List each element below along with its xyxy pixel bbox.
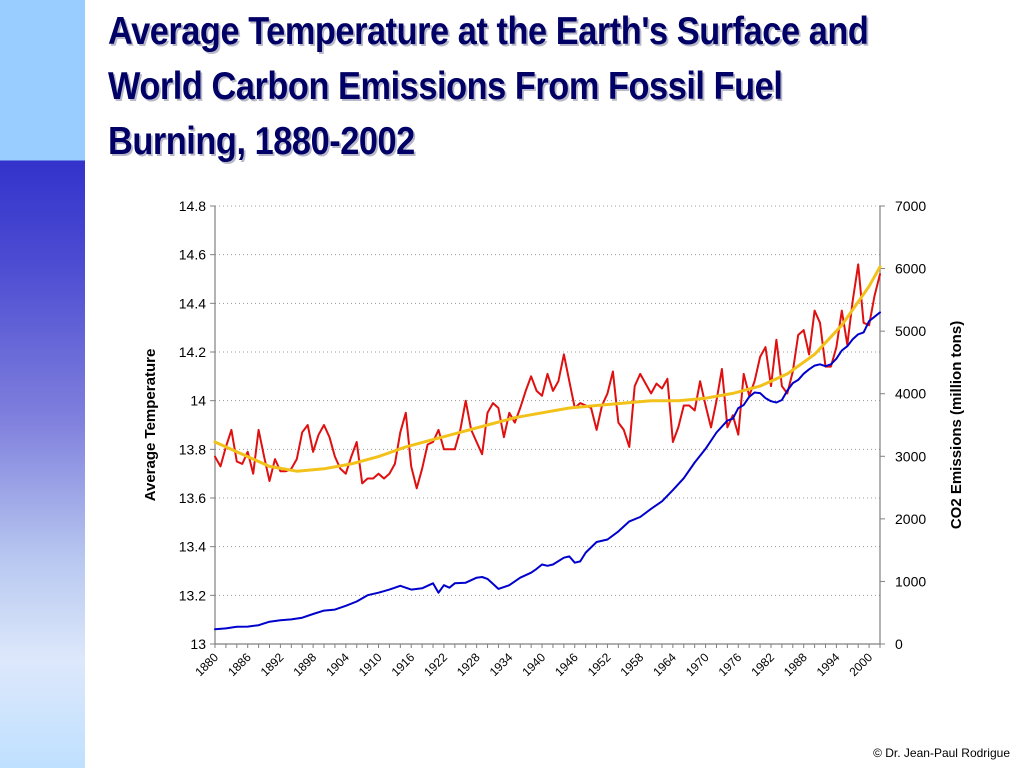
temperature-line bbox=[214, 263, 881, 490]
x-tick-label: 1904 bbox=[323, 650, 352, 679]
y2-axis-label: CO2 Emissions (million tons) bbox=[948, 321, 965, 529]
x-tick-label: 1940 bbox=[519, 650, 548, 679]
x-tick-label: 1934 bbox=[487, 650, 516, 679]
copyright-notice: © Dr. Jean-Paul Rodrigue bbox=[873, 746, 1010, 760]
y2-tick-label: 2000 bbox=[895, 511, 926, 527]
y2-tick-label: 5000 bbox=[895, 323, 926, 339]
y-axis-label: Average Temperature bbox=[142, 349, 159, 502]
x-tick-label: 1892 bbox=[258, 650, 287, 679]
y2-tick-label: 6000 bbox=[895, 261, 926, 277]
y2-tick-label: 0 bbox=[895, 636, 903, 652]
x-tick-label: 1910 bbox=[356, 650, 385, 679]
x-tick-label: 1886 bbox=[225, 650, 254, 679]
plot-series bbox=[213, 263, 882, 631]
y-tick-label: 14.6 bbox=[179, 247, 206, 263]
y2-tick-label: 3000 bbox=[895, 448, 926, 464]
x-tick-label: 1952 bbox=[585, 650, 614, 679]
y2-tick-label: 7000 bbox=[895, 198, 926, 214]
y-tick-label: 14.8 bbox=[179, 198, 206, 214]
axes: 13 13.2 13.4 13.6 13.8 14 14.2 14.4 14.6 14.8 0 100… bbox=[179, 198, 927, 679]
x-tick-label: 1922 bbox=[421, 650, 450, 679]
y2-tick-label: 1000 bbox=[895, 573, 926, 589]
x-tick-label: 1988 bbox=[781, 650, 810, 679]
x-tick-label: 1880 bbox=[192, 650, 221, 679]
y-tick-label: 13.4 bbox=[179, 539, 206, 555]
y-tick-label: 13.2 bbox=[179, 587, 206, 603]
y-tick-label: 13.8 bbox=[179, 441, 206, 457]
y-tick-label: 14 bbox=[190, 393, 206, 409]
x-tick-label: 1982 bbox=[748, 650, 777, 679]
y-tick-label: 13.6 bbox=[179, 490, 206, 506]
grid-lines bbox=[215, 205, 880, 596]
y-tick-label: 13 bbox=[190, 636, 206, 652]
x-tick-label: 1916 bbox=[389, 650, 418, 679]
x-tick-label: 1898 bbox=[290, 650, 319, 679]
x-tick-label: 2000 bbox=[846, 650, 875, 679]
co2-emissions-line bbox=[214, 311, 881, 631]
x-tick-label: 1994 bbox=[814, 650, 843, 679]
x-tick-label: 1928 bbox=[454, 650, 483, 679]
temperature-trend-line bbox=[213, 265, 882, 473]
y-tick-label: 14.2 bbox=[179, 344, 206, 360]
y-tick-label: 14.4 bbox=[179, 295, 206, 311]
x-tick-label: 1964 bbox=[650, 650, 679, 679]
y2-tick-label: 4000 bbox=[895, 386, 926, 402]
x-tick-label: 1958 bbox=[618, 650, 647, 679]
slide-title: Average Temperature at the Earth's Surfa… bbox=[108, 10, 869, 163]
x-tick-label: 1976 bbox=[716, 650, 745, 679]
sidebar-decoration bbox=[0, 0, 85, 768]
x-tick-label: 1970 bbox=[683, 650, 712, 679]
x-tick-label: 1946 bbox=[552, 650, 581, 679]
